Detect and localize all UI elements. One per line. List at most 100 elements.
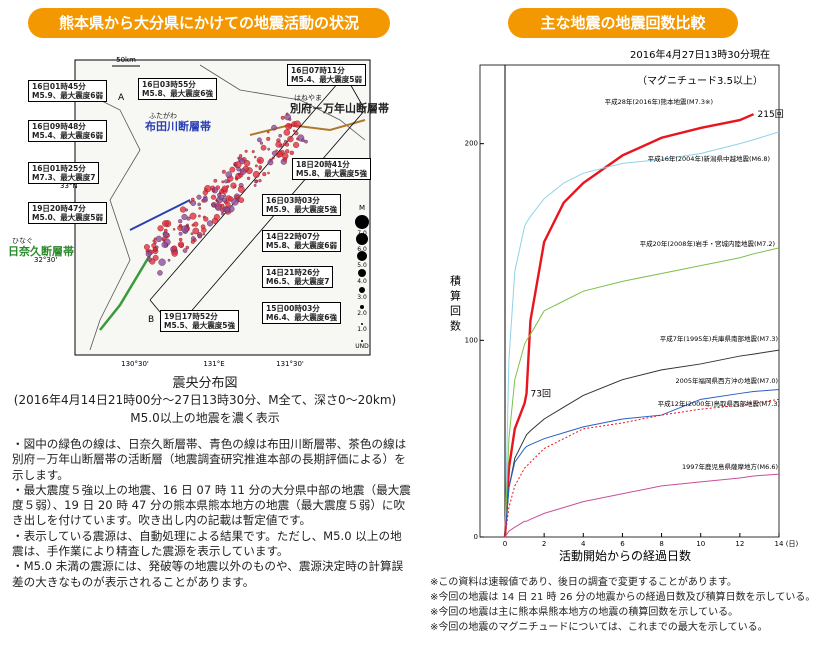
series-line	[504, 398, 780, 538]
callout-detail: M5.8、最大震度6強	[142, 89, 213, 98]
epicenter-dot	[143, 244, 150, 250]
epicenter-dot	[162, 220, 169, 227]
callout: 14日21時26分 M6.5、最大震度7	[262, 266, 334, 288]
epicenter-dot	[213, 178, 218, 183]
epicenter-dot	[157, 225, 164, 232]
epicenter-dot	[267, 147, 271, 151]
epicenter-dot	[211, 188, 216, 193]
epicenter-dot	[198, 206, 202, 210]
epicenter-dot	[151, 243, 157, 248]
series-label: 1997年鹿児島県薩摩地方(M6.6)	[682, 462, 778, 471]
series-label: 平成28年(2016年)熊本地震(M7.3※)	[605, 97, 713, 106]
epicenter-dot	[235, 177, 239, 181]
epicenter-dot	[185, 245, 190, 250]
epicenter-dot	[238, 197, 245, 203]
lat-label: 33°N	[60, 182, 78, 190]
section-box	[149, 74, 366, 331]
epicenter-dot	[258, 179, 262, 183]
epicenter-dot	[285, 149, 290, 154]
epicenter-dot	[284, 139, 287, 143]
callout: 15日00時03分 M6.4、最大震度6強	[262, 302, 341, 324]
map-caption: 震央分布図	[172, 376, 238, 391]
epicenter-dot	[238, 154, 243, 158]
y-tick-label: 200	[465, 140, 478, 148]
epicenter-dot	[243, 160, 251, 167]
series-label: 2005年福岡県西方沖の地震(M7.0)	[675, 376, 778, 385]
y-tick-label: 0	[474, 533, 478, 541]
fault-line	[129, 199, 191, 231]
series-label: 平成7年(1995年)兵庫県南部地震(M7.3)	[660, 334, 778, 343]
callout-detail: M5.0、最大震度5弱	[32, 213, 103, 222]
epicenter-dot	[293, 120, 301, 128]
epicenter-dot	[304, 139, 308, 144]
note: ・表示している震源は、自動処理による結果です。ただし、M5.0 以上の地震は、手…	[12, 528, 402, 559]
series-label: 平成20年(2008年)岩手・宮城内陸地震(M7.2)	[640, 239, 775, 248]
x-tick-label: 12	[735, 540, 744, 548]
epicenter-dot	[239, 168, 247, 175]
x-tick-label: 10	[696, 540, 705, 548]
callout: 16日09時48分 M5.4、最大震度6弱	[28, 120, 107, 142]
x-tick-label: 0	[503, 540, 507, 548]
epicenter-dot	[289, 150, 294, 155]
epicenter-dot	[196, 194, 202, 200]
fault-ruby: ひなぐ	[12, 237, 33, 245]
fault-ruby: はねやま	[294, 94, 322, 102]
epicenter-dot	[221, 180, 225, 184]
epicenter-dot	[225, 171, 233, 178]
epicenter-dot	[283, 129, 291, 136]
callout-detail: M5.9、最大震度5強	[266, 205, 337, 214]
fault-line	[249, 119, 366, 136]
epicenter-dot	[285, 122, 292, 130]
coastline	[79, 89, 141, 351]
callout-detail: M5.4、最大震度6弱	[32, 131, 103, 140]
epicenter-dot	[145, 251, 152, 257]
legend-label: 2.0	[357, 310, 367, 317]
epicenter-dot	[294, 131, 299, 136]
epicenter-dot	[219, 189, 224, 194]
lon-label: 131°E	[203, 360, 224, 368]
epicenter-dot	[190, 232, 194, 236]
epicenter-dot	[178, 237, 183, 242]
epicenter-dot	[149, 258, 156, 265]
x-tick-label: 2	[542, 540, 546, 548]
epicenter-dot	[267, 130, 270, 134]
epicenter-dot	[246, 176, 251, 180]
epicenter-dot	[215, 204, 222, 211]
epicenter-dot	[200, 224, 206, 230]
note: ・M5.0 未満の震源には、発破等の地震以外のものや、震源決定時の計算誤差の大き…	[12, 559, 404, 589]
epicenter-dot	[192, 227, 200, 235]
note: ※今回の地震は主に熊本県熊本地方の地震の積算回数を示している。	[430, 607, 739, 618]
coastline	[199, 64, 366, 141]
fault-name: 布田川断層帯	[145, 119, 211, 133]
epicenter-dot	[271, 124, 277, 131]
epicenter-dot	[182, 248, 188, 253]
epicenter-dot	[260, 144, 267, 151]
epicenter-dot	[222, 197, 228, 203]
epicenter-dot	[254, 164, 258, 168]
chart-annotation: （マグニチュード3.5以上）	[637, 74, 763, 87]
epicenter-dot	[267, 159, 274, 166]
note: ・図中の緑色の線は、日奈久断層帯、青色の線は布田川断層帯、茶色の線は別府－万年山…	[12, 437, 407, 482]
legend-label: 5.0	[357, 262, 367, 269]
epicenter-dot	[206, 220, 213, 227]
callout-time: 14日21時26分	[266, 268, 320, 277]
epicenter-dot	[186, 216, 191, 221]
callout-time: 16日07時11分	[291, 66, 345, 75]
legend-circle	[356, 233, 368, 245]
epicenter-dot	[230, 182, 237, 189]
epicenter-dot	[257, 137, 262, 143]
epicenter-dot	[271, 150, 277, 156]
epicenter-dot	[275, 149, 278, 152]
epicenter-dot	[252, 171, 260, 178]
legend-label: 3.0	[357, 294, 367, 301]
epicenter-dot	[158, 258, 166, 266]
fault-name: 別府－万年山断層帯	[289, 101, 389, 115]
callout-time: 19日17時52分	[164, 312, 218, 321]
epicenter-dot	[189, 212, 197, 220]
series-label: 平成12年(2000年)鳥取県西部地震(M7.3)	[658, 399, 780, 408]
epicenter-dot	[202, 197, 208, 203]
callout-time: 16日01時25分	[32, 164, 86, 173]
epicenter-dot	[292, 129, 296, 133]
series-line	[504, 473, 780, 538]
epicenter-dot	[203, 216, 209, 222]
